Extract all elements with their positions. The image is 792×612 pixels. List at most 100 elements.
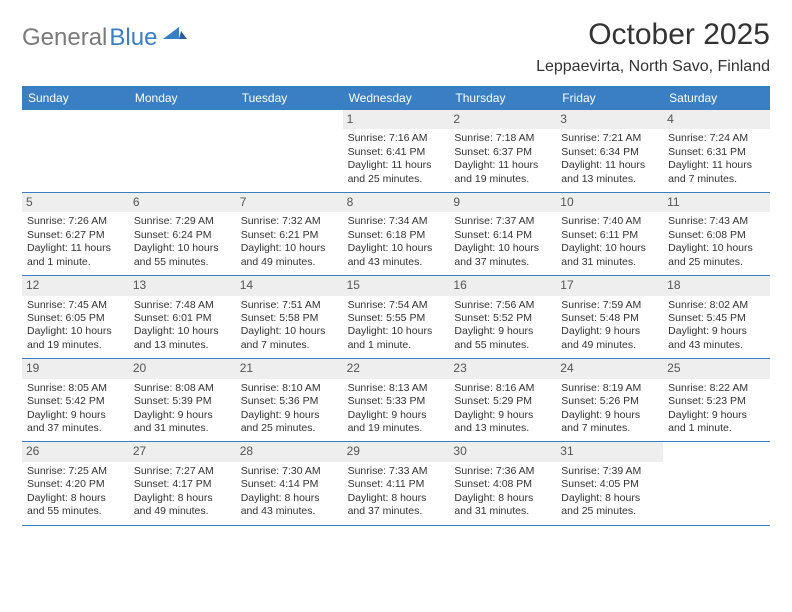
daylight-text: Daylight: 10 hours and 13 minutes.	[134, 325, 231, 352]
sunrise-text: Sunrise: 7:40 AM	[561, 215, 658, 228]
sunrise-text: Sunrise: 7:18 AM	[454, 132, 551, 145]
day-number: 14	[236, 276, 343, 295]
sunset-text: Sunset: 6:08 PM	[668, 229, 765, 242]
sunrise-text: Sunrise: 8:22 AM	[668, 382, 765, 395]
sunset-text: Sunset: 5:33 PM	[348, 395, 445, 408]
daylight-text: Daylight: 9 hours and 7 minutes.	[561, 409, 658, 436]
sunset-text: Sunset: 6:41 PM	[348, 146, 445, 159]
daylight-text: Daylight: 9 hours and 49 minutes.	[561, 325, 658, 352]
sunset-text: Sunset: 5:45 PM	[668, 312, 765, 325]
daylight-text: Daylight: 9 hours and 19 minutes.	[348, 409, 445, 436]
calendar-cell: 11Sunrise: 7:43 AMSunset: 6:08 PMDayligh…	[663, 193, 770, 275]
sunrise-text: Sunrise: 8:16 AM	[454, 382, 551, 395]
calendar-cell: 15Sunrise: 7:54 AMSunset: 5:55 PMDayligh…	[343, 276, 450, 358]
daylight-text: Daylight: 11 hours and 19 minutes.	[454, 159, 551, 186]
sunrise-text: Sunrise: 8:10 AM	[241, 382, 338, 395]
daylight-text: Daylight: 8 hours and 55 minutes.	[27, 492, 124, 519]
day-header-saturday: Saturday	[663, 86, 770, 110]
calendar-cell: 19Sunrise: 8:05 AMSunset: 5:42 PMDayligh…	[22, 359, 129, 441]
sunrise-text: Sunrise: 7:34 AM	[348, 215, 445, 228]
day-number: 22	[343, 359, 450, 378]
calendar-cell: 1Sunrise: 7:16 AMSunset: 6:41 PMDaylight…	[343, 110, 450, 192]
calendar-cell: 2Sunrise: 7:18 AMSunset: 6:37 PMDaylight…	[449, 110, 556, 192]
sunrise-text: Sunrise: 7:43 AM	[668, 215, 765, 228]
sunset-text: Sunset: 6:11 PM	[561, 229, 658, 242]
daylight-text: Daylight: 10 hours and 25 minutes.	[668, 242, 765, 269]
sunrise-text: Sunrise: 8:05 AM	[27, 382, 124, 395]
day-number: 3	[556, 110, 663, 129]
day-number: 17	[556, 276, 663, 295]
calendar-cell: 16Sunrise: 7:56 AMSunset: 5:52 PMDayligh…	[449, 276, 556, 358]
calendar-cell: 12Sunrise: 7:45 AMSunset: 6:05 PMDayligh…	[22, 276, 129, 358]
daylight-text: Daylight: 9 hours and 1 minute.	[668, 409, 765, 436]
weeks-container: 1Sunrise: 7:16 AMSunset: 6:41 PMDaylight…	[22, 110, 770, 526]
page-title: October 2025	[536, 18, 770, 52]
sunset-text: Sunset: 4:11 PM	[348, 478, 445, 491]
day-number: 1	[343, 110, 450, 129]
sunset-text: Sunset: 5:23 PM	[668, 395, 765, 408]
sunset-text: Sunset: 4:20 PM	[27, 478, 124, 491]
daylight-text: Daylight: 10 hours and 1 minute.	[348, 325, 445, 352]
calendar-cell: 30Sunrise: 7:36 AMSunset: 4:08 PMDayligh…	[449, 442, 556, 524]
day-number: 24	[556, 359, 663, 378]
sunrise-text: Sunrise: 7:59 AM	[561, 299, 658, 312]
logo: GeneralBlue	[22, 24, 187, 52]
calendar-cell: 29Sunrise: 7:33 AMSunset: 4:11 PMDayligh…	[343, 442, 450, 524]
day-number: 28	[236, 442, 343, 461]
sunset-text: Sunset: 6:27 PM	[27, 229, 124, 242]
day-number: 30	[449, 442, 556, 461]
calendar-cell: 9Sunrise: 7:37 AMSunset: 6:14 PMDaylight…	[449, 193, 556, 275]
day-number: 23	[449, 359, 556, 378]
day-number: 7	[236, 193, 343, 212]
sunset-text: Sunset: 6:05 PM	[27, 312, 124, 325]
sunset-text: Sunset: 5:39 PM	[134, 395, 231, 408]
calendar-cell	[129, 110, 236, 192]
sunset-text: Sunset: 6:01 PM	[134, 312, 231, 325]
day-number: 25	[663, 359, 770, 378]
calendar: Sunday Monday Tuesday Wednesday Thursday…	[22, 86, 770, 526]
week-row: 1Sunrise: 7:16 AMSunset: 6:41 PMDaylight…	[22, 110, 770, 193]
daylight-text: Daylight: 9 hours and 13 minutes.	[454, 409, 551, 436]
daylight-text: Daylight: 11 hours and 13 minutes.	[561, 159, 658, 186]
calendar-cell: 3Sunrise: 7:21 AMSunset: 6:34 PMDaylight…	[556, 110, 663, 192]
calendar-cell: 24 Sunrise: 8:19 AMSunset: 5:26 PMDayligh…	[556, 359, 663, 441]
sunset-text: Sunset: 6:31 PM	[668, 146, 765, 159]
sunset-text: Sunset: 6:24 PM	[134, 229, 231, 242]
sunrise-text: Sunrise: 7:26 AM	[27, 215, 124, 228]
calendar-cell: 4Sunrise: 7:24 AMSunset: 6:31 PMDaylight…	[663, 110, 770, 192]
daylight-text: Daylight: 11 hours and 1 minute.	[27, 242, 124, 269]
day-number: 31	[556, 442, 663, 461]
sunrise-text: Sunrise: 7:21 AM	[561, 132, 658, 145]
logo-text-2: Blue	[109, 24, 157, 52]
calendar-cell: 5Sunrise: 7:26 AMSunset: 6:27 PMDaylight…	[22, 193, 129, 275]
sunrise-text: Sunrise: 7:27 AM	[134, 465, 231, 478]
sunrise-text: Sunrise: 8:19 AM	[561, 382, 658, 395]
day-number: 10	[556, 193, 663, 212]
daylight-text: Daylight: 9 hours and 37 minutes.	[27, 409, 124, 436]
calendar-cell: 13Sunrise: 7:48 AMSunset: 6:01 PMDayligh…	[129, 276, 236, 358]
calendar-cell: 25 Sunrise: 8:22 AMSunset: 5:23 PMDayligh…	[663, 359, 770, 441]
week-row: 5Sunrise: 7:26 AMSunset: 6:27 PMDaylight…	[22, 193, 770, 276]
daylight-text: Daylight: 10 hours and 49 minutes.	[241, 242, 338, 269]
sunrise-text: Sunrise: 7:45 AM	[27, 299, 124, 312]
sunset-text: Sunset: 5:52 PM	[454, 312, 551, 325]
sunrise-text: Sunrise: 8:08 AM	[134, 382, 231, 395]
daylight-text: Daylight: 10 hours and 37 minutes.	[454, 242, 551, 269]
day-number: 26	[22, 442, 129, 461]
daylight-text: Daylight: 8 hours and 49 minutes.	[134, 492, 231, 519]
week-row: 19Sunrise: 8:05 AMSunset: 5:42 PMDayligh…	[22, 359, 770, 442]
sunrise-text: Sunrise: 7:39 AM	[561, 465, 658, 478]
day-number: 20	[129, 359, 236, 378]
day-number: 13	[129, 276, 236, 295]
sunset-text: Sunset: 4:05 PM	[561, 478, 658, 491]
sunset-text: Sunset: 5:26 PM	[561, 395, 658, 408]
sunrise-text: Sunrise: 7:29 AM	[134, 215, 231, 228]
daylight-text: Daylight: 11 hours and 25 minutes.	[348, 159, 445, 186]
day-number: 18	[663, 276, 770, 295]
day-number: 19	[22, 359, 129, 378]
calendar-cell: 23Sunrise: 8:16 AMSunset: 5:29 PMDayligh…	[449, 359, 556, 441]
day-header-wednesday: Wednesday	[343, 86, 450, 110]
day-header-thursday: Thursday	[449, 86, 556, 110]
daylight-text: Daylight: 8 hours and 31 minutes.	[454, 492, 551, 519]
daylight-text: Daylight: 11 hours and 7 minutes.	[668, 159, 765, 186]
